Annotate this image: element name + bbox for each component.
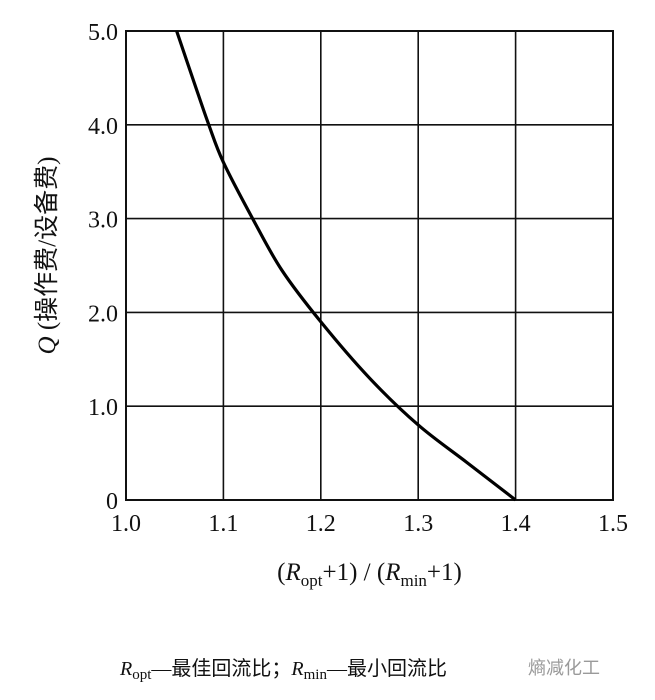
x-tick-label: 1.0 [111, 511, 141, 537]
y-tick-label: 1.0 [88, 395, 118, 421]
caption-opt-sub: opt [132, 667, 152, 683]
y-axis-label: Q (操作费/设备费) [33, 157, 61, 355]
x-tick-label: 1.2 [306, 511, 336, 537]
caption-r-opt: R [120, 658, 133, 680]
y-tick-label: 0 [106, 489, 118, 515]
y-tick-label: 5.0 [88, 20, 118, 46]
y-tick-label: 4.0 [88, 114, 118, 140]
caption: Ropt—最佳回流比；Rmin—最小回流比 [120, 652, 447, 684]
chart: 1.0 1.1 1.2 1.3 1.4 1.501.02.03.04.05.0(Ropt+… [33, 20, 628, 590]
x-axis-label: (Ropt+1) / (Rmin+1) [277, 559, 462, 590]
x-tick-label: 1.5 [598, 511, 628, 537]
caption-min-sub: min [303, 667, 327, 683]
caption-r-min: R [291, 658, 304, 680]
y-tick-label: 2.0 [88, 301, 118, 327]
x-tick-label: 1.4 [501, 511, 531, 537]
series-line [175, 30, 517, 502]
watermark: 熵减化工 [528, 658, 600, 679]
caption-min-desc: —最小回流比 [326, 658, 447, 680]
y-tick-label: 3.0 [88, 208, 118, 234]
x-tick-label: 1.1 [208, 511, 238, 537]
plot-frame [125, 30, 614, 501]
caption-opt-desc: —最佳回流比； [151, 658, 292, 680]
x-tick-label: 1.3 [403, 511, 433, 537]
